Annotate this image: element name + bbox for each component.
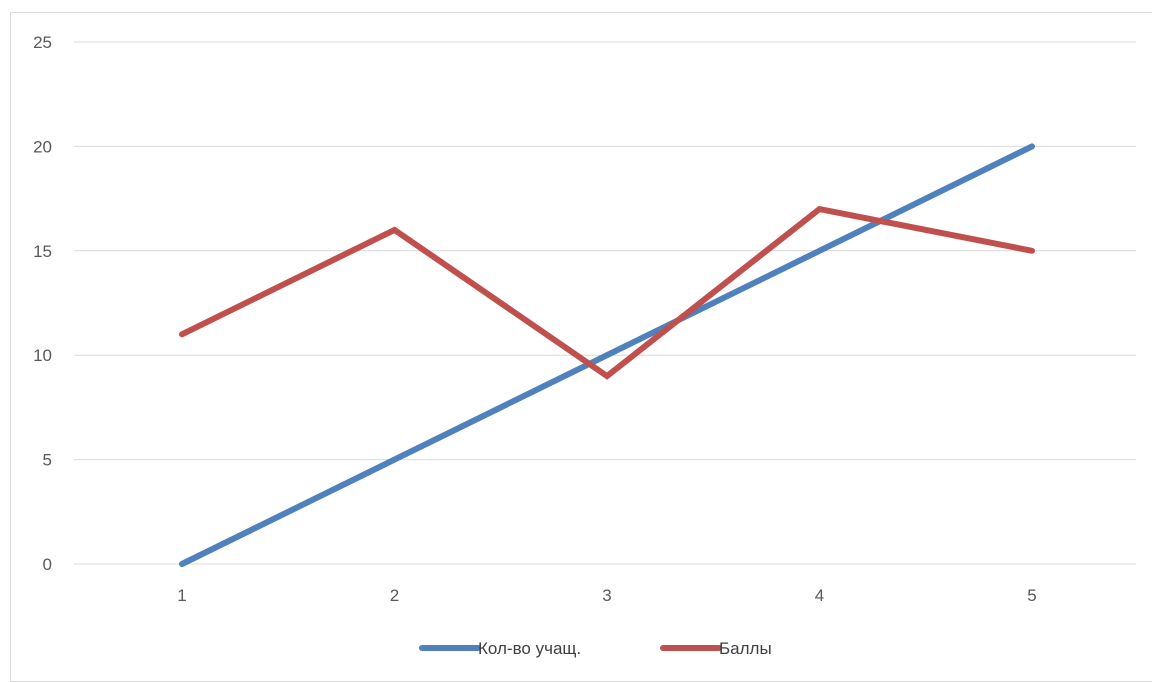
x-tick-label: 4 (815, 586, 824, 605)
y-tick-label: 25 (33, 33, 52, 52)
x-tick-label: 5 (1027, 586, 1036, 605)
x-tick-label: 3 (602, 586, 611, 605)
y-tick-label: 20 (33, 137, 52, 156)
x-tick-label: 2 (390, 586, 399, 605)
legend-label: Баллы (719, 639, 772, 658)
y-tick-label: 5 (43, 451, 52, 470)
y-tick-label: 0 (43, 555, 52, 574)
series-line-1 (182, 209, 1032, 376)
y-tick-label: 10 (33, 346, 52, 365)
y-tick-label: 15 (33, 242, 52, 261)
x-tick-label: 1 (177, 586, 186, 605)
legend-label: Кол-во учащ. (478, 639, 581, 658)
